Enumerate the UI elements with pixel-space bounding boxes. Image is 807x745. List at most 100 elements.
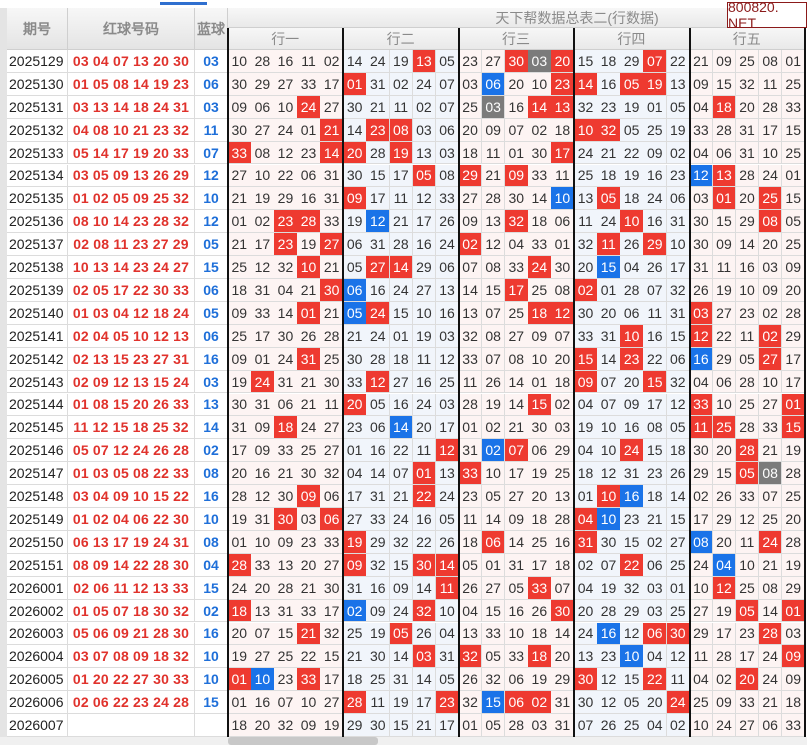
number-cell: 31: [551, 714, 575, 737]
number-cell: 08: [435, 164, 460, 188]
number-cell: 31: [274, 370, 298, 394]
number-cell-red-highlight: 02: [758, 324, 783, 348]
number-cell: 28: [251, 50, 275, 73]
number-cell: 30: [366, 714, 391, 737]
number-cell: 14: [458, 279, 483, 302]
period-cell: 2025136: [7, 210, 68, 234]
number-cell: 33: [251, 301, 275, 325]
number-cell-blue-highlight: 16: [620, 485, 644, 508]
number-cell: 05: [435, 50, 460, 73]
number-cell: 27: [320, 553, 344, 577]
number-cell-red-highlight: 32: [597, 118, 621, 142]
number-cell: 04: [574, 439, 598, 463]
number-cell: 05: [366, 393, 391, 417]
number-cell-red-highlight: 15: [574, 347, 598, 371]
number-cell: 30: [689, 210, 714, 234]
number-cell: 11: [389, 95, 414, 119]
number-cell: 15: [666, 508, 691, 531]
horizontal-scrollbar-track[interactable]: [0, 737, 807, 745]
active-tab-indicator[interactable]: [160, 2, 207, 5]
number-cell: 29: [781, 324, 806, 348]
number-cell: 24: [412, 393, 437, 417]
number-cell: 13: [551, 485, 575, 508]
number-cell: 31: [689, 256, 714, 279]
number-cell: 32: [320, 622, 344, 646]
number-cell-red-highlight: 06: [320, 508, 344, 531]
number-cell: 07: [481, 347, 506, 371]
number-cell: 27: [666, 530, 691, 554]
number-cell: 09: [458, 210, 483, 234]
number-cell: 23: [643, 462, 668, 486]
number-cell: 19: [320, 714, 344, 737]
number-cell: 27: [689, 599, 714, 623]
number-cell-red-highlight: 29: [643, 233, 668, 257]
number-cell: 24: [435, 233, 460, 257]
period-cell: 2025148: [7, 485, 68, 508]
number-cell: 26: [712, 485, 737, 508]
number-cell: 01: [251, 347, 275, 371]
number-cell: 25: [781, 141, 806, 165]
period-cell: 2025140: [7, 301, 68, 325]
period-cell: 2025146: [7, 439, 68, 463]
number-cell: 01: [389, 324, 414, 348]
blue-ball-cell: 15: [195, 691, 228, 715]
number-cell: 19: [781, 439, 806, 463]
blue-ball-cell: 03: [195, 370, 228, 394]
number-cell: 13: [458, 622, 483, 646]
number-cell: 25: [320, 347, 344, 371]
horizontal-scrollbar-thumb[interactable]: [228, 737, 378, 745]
number-cell-blue-highlight: 02: [343, 599, 367, 623]
period-cell: 2026001: [7, 576, 68, 600]
number-cell: 25: [781, 233, 806, 257]
number-cell: 11: [412, 347, 437, 371]
number-cell-red-highlight: 28: [343, 691, 367, 715]
number-cell: 25: [781, 485, 806, 508]
number-cell: 04: [643, 645, 668, 669]
number-cell: 08: [758, 50, 783, 73]
number-cell-red-highlight: 20: [551, 50, 575, 73]
number-cell: 21: [597, 141, 621, 165]
number-cell-red-highlight: 33: [689, 393, 714, 417]
number-cell: 16: [366, 576, 391, 600]
number-cell: 20: [458, 118, 483, 142]
number-cell: 19: [597, 576, 621, 600]
red-balls-cell: 01 03 05 08 22 33: [68, 462, 195, 486]
period-cell: 2025138: [7, 256, 68, 279]
number-cell: 29: [712, 508, 737, 531]
number-cell-blue-highlight: 12: [689, 164, 714, 188]
number-cell: 08: [758, 576, 783, 600]
number-cell: 12: [666, 645, 691, 669]
number-cell-red-highlight: 27: [366, 256, 391, 279]
number-cell: 21: [504, 416, 529, 440]
number-cell: 18: [343, 668, 367, 692]
number-cell: 06: [366, 416, 391, 440]
number-cell: 13: [458, 301, 483, 325]
number-cell: 04: [689, 141, 714, 165]
number-cell: 30: [689, 439, 714, 463]
number-cell: 28: [366, 141, 391, 165]
number-cell: 23: [458, 485, 483, 508]
number-cell-red-highlight: 11: [435, 576, 460, 600]
number-cell: 29: [781, 576, 806, 600]
number-cell-red-highlight: 20: [343, 141, 367, 165]
number-cell: 27: [320, 416, 344, 440]
number-cell: 20: [528, 485, 552, 508]
number-cell-red-highlight: 01: [343, 72, 367, 96]
number-cell: 14: [551, 622, 575, 646]
number-cell: 19: [712, 599, 737, 623]
number-cell: 02: [551, 393, 575, 417]
number-cell-red-highlight: 27: [320, 233, 344, 257]
site-logo: 800820. NET: [727, 0, 807, 31]
blue-ball-cell: 06: [195, 279, 228, 302]
number-cell: 03: [643, 599, 668, 623]
number-cell: 29: [735, 210, 760, 234]
red-balls-header: 红球号码: [68, 8, 195, 50]
number-cell-red-highlight: 18: [228, 599, 252, 623]
number-cell: 28: [458, 393, 483, 417]
number-cell-red-highlight: 13: [412, 50, 437, 73]
number-cell: 10: [228, 50, 252, 73]
red-balls-cell: 03 05 09 13 26 29: [68, 164, 195, 188]
number-cell: 11: [320, 393, 344, 417]
number-cell: 19: [712, 279, 737, 302]
number-cell-red-highlight: 01: [781, 599, 806, 623]
